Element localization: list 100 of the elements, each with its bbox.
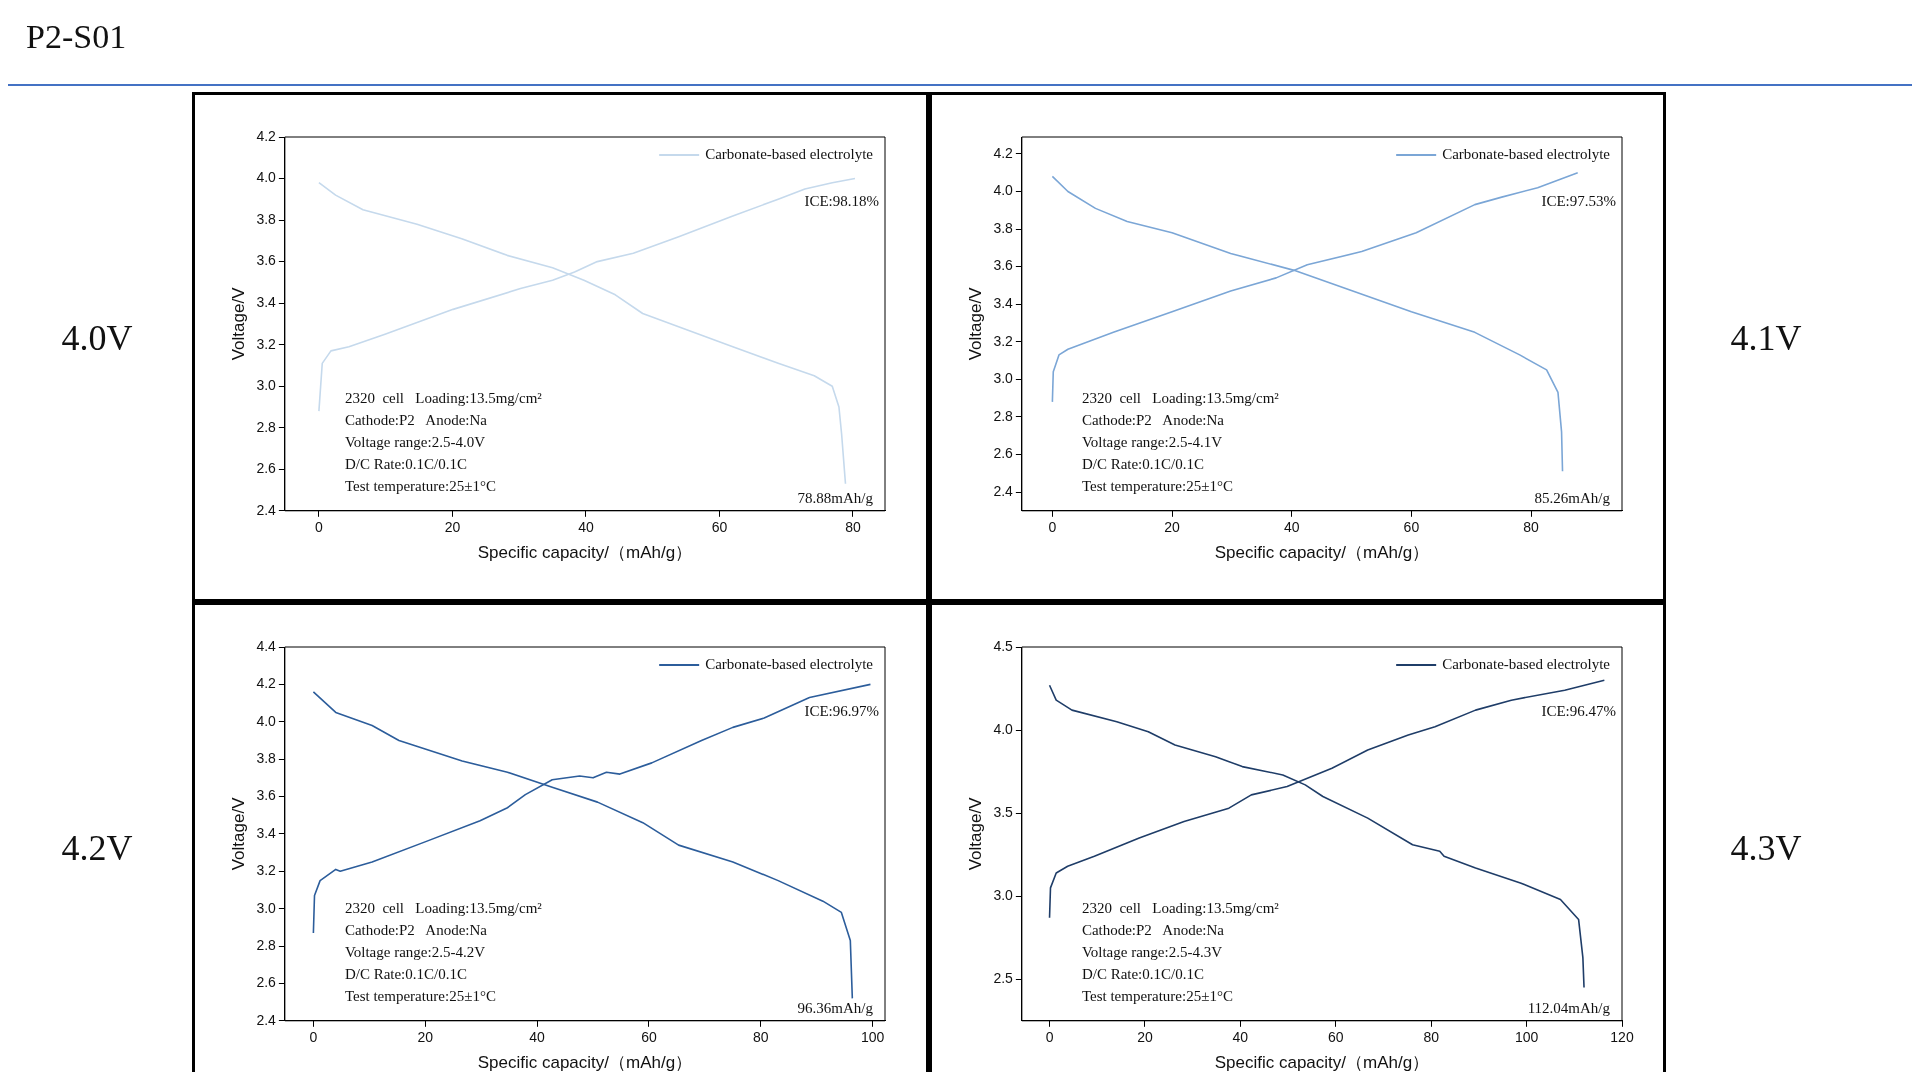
x-tick-label: 80 — [845, 519, 861, 536]
x-tick-label: 40 — [529, 1029, 546, 1046]
x-tick-label: 80 — [753, 1029, 769, 1046]
x-tick-label: 100 — [861, 1029, 885, 1046]
annotation: 2320 cell Loading:13.5mg/cm² — [1081, 899, 1280, 916]
x-tick-label: 0 — [315, 519, 324, 536]
annotation: Cathode:P2 Anode:Na — [1081, 921, 1225, 938]
x-tick-label: 40 — [578, 519, 594, 536]
y-tick-label: 2.8 — [256, 418, 277, 435]
x-tick-label: 80 — [1523, 519, 1540, 536]
annotation: Test temperature:25±1°C — [344, 987, 496, 1004]
y-tick-label: 2.8 — [256, 936, 277, 953]
annotation: 96.36mAh/g — [797, 999, 874, 1016]
annotation: Cathode:P2 Anode:Na — [344, 411, 488, 428]
y-tick-label: 3.8 — [256, 210, 277, 227]
annotation: ICE:97.53% — [1541, 192, 1616, 209]
annotation: 78.88mAh/g — [797, 489, 874, 506]
annotation: 2320 cell Loading:13.5mg/cm² — [344, 389, 543, 406]
text: 4.0V — [60, 317, 134, 359]
text: 4.1V — [1729, 317, 1803, 359]
annotation: D/C Rate:0.1C/0.1C — [1081, 965, 1204, 982]
y-tick-label: 4.0 — [993, 182, 1014, 199]
x-axis-title: Specific capacity/（mAh/g） — [477, 1053, 693, 1073]
y-tick-label: 4.0 — [256, 712, 277, 729]
y-tick-label: 2.8 — [993, 407, 1014, 424]
annotation: ICE:96.97% — [804, 702, 879, 719]
y-tick-label: 2.6 — [256, 974, 277, 991]
x-tick-label: 40 — [1283, 519, 1300, 536]
y-tick-label: 3.6 — [256, 252, 277, 269]
annotation: 85.26mAh/g — [1534, 489, 1611, 506]
x-tick-label: 60 — [1403, 519, 1420, 536]
x-tick-label: 100 — [1514, 1029, 1539, 1046]
x-tick-label: 120 — [1610, 1029, 1634, 1046]
annotation: Test temperature:25±1°C — [344, 477, 496, 494]
y-tick-label: 3.0 — [256, 899, 277, 916]
y-tick-label: 3.2 — [256, 862, 277, 879]
x-tick-label: 60 — [711, 519, 728, 536]
y-tick-label: 2.6 — [993, 445, 1014, 462]
y-tick-label: 2.4 — [256, 501, 277, 518]
y-tick-label: 3.2 — [993, 332, 1014, 349]
y-tick-label: 3.6 — [256, 787, 277, 804]
text: 4.3V — [1729, 827, 1803, 869]
annotation: ICE:96.47% — [1541, 702, 1616, 719]
x-tick-label: 0 — [309, 1029, 318, 1046]
x-tick-label: 60 — [1327, 1029, 1344, 1046]
annotation: Cathode:P2 Anode:Na — [1081, 411, 1225, 428]
x-tick-label: 0 — [1048, 519, 1057, 536]
y-tick-label: 3.2 — [256, 335, 277, 352]
annotation: ICE:98.18% — [804, 192, 879, 209]
y-tick-label: 4.5 — [993, 637, 1014, 654]
chart-title: P2-S01 — [26, 18, 127, 56]
y-tick-label: 2.5 — [993, 970, 1014, 987]
y-axis-title: Voltage/V — [228, 286, 248, 361]
y-tick-label: 3.4 — [993, 295, 1014, 312]
y-tick-label: 4.0 — [256, 169, 277, 186]
y-tick-label: 3.0 — [993, 887, 1014, 904]
x-tick-label: 20 — [417, 1029, 434, 1046]
y-tick-label: 2.4 — [993, 482, 1014, 499]
y-tick-label: 3.6 — [993, 257, 1014, 274]
x-axis-title: Specific capacity/（mAh/g） — [1214, 543, 1430, 563]
y-tick-label: 3.5 — [993, 803, 1014, 820]
y-tick-label: 3.0 — [256, 377, 277, 394]
annotation: Voltage range:2.5-4.3V — [1081, 943, 1223, 960]
annotation: 112.04mAh/g — [1527, 999, 1611, 1016]
legend-label: Carbonate-based electrolyte — [705, 655, 874, 672]
annotation: D/C Rate:0.1C/0.1C — [344, 455, 467, 472]
y-tick-label: 3.0 — [993, 370, 1014, 387]
y-axis-title: Voltage/V — [228, 796, 248, 871]
annotation: Test temperature:25±1°C — [1081, 477, 1233, 494]
y-tick-label: 4.4 — [256, 637, 277, 654]
x-tick-label: 0 — [1045, 1029, 1054, 1046]
y-tick-label: 2.4 — [256, 1011, 277, 1028]
annotation: Test temperature:25±1°C — [1081, 987, 1233, 1004]
x-tick-label: 60 — [641, 1029, 657, 1046]
y-tick-label: 4.2 — [256, 675, 277, 692]
y-tick-label: 3.8 — [993, 219, 1014, 236]
x-tick-label: 20 — [444, 519, 461, 536]
legend-label: Carbonate-based electrolyte — [1442, 145, 1611, 162]
legend-label: Carbonate-based electrolyte — [705, 145, 874, 162]
x-tick-label: 20 — [1137, 1029, 1153, 1046]
annotation: D/C Rate:0.1C/0.1C — [1081, 455, 1204, 472]
x-tick-label: 20 — [1164, 519, 1181, 536]
y-tick-label: 2.6 — [256, 460, 277, 477]
y-tick-label: 3.4 — [256, 293, 277, 310]
annotation: 2320 cell Loading:13.5mg/cm² — [344, 899, 543, 916]
annotation: Voltage range:2.5-4.1V — [1081, 433, 1223, 450]
annotation: Voltage range:2.5-4.0V — [344, 433, 486, 450]
annotation: D/C Rate:0.1C/0.1C — [344, 965, 467, 982]
annotation: Cathode:P2 Anode:Na — [344, 921, 488, 938]
legend-label: Carbonate-based electrolyte — [1442, 655, 1611, 672]
x-tick-label: 40 — [1232, 1029, 1249, 1046]
y-axis-title: Voltage/V — [965, 796, 985, 871]
y-tick-label: 4.2 — [256, 127, 277, 144]
x-axis-title: Specific capacity/（mAh/g） — [477, 543, 693, 563]
annotation: 2320 cell Loading:13.5mg/cm² — [1081, 389, 1280, 406]
y-tick-label: 3.8 — [256, 750, 277, 766]
x-tick-label: 80 — [1423, 1029, 1440, 1046]
annotation: Voltage range:2.5-4.2V — [344, 943, 486, 960]
y-tick-label: 4.2 — [993, 144, 1014, 161]
y-axis-title: Voltage/V — [965, 286, 985, 361]
